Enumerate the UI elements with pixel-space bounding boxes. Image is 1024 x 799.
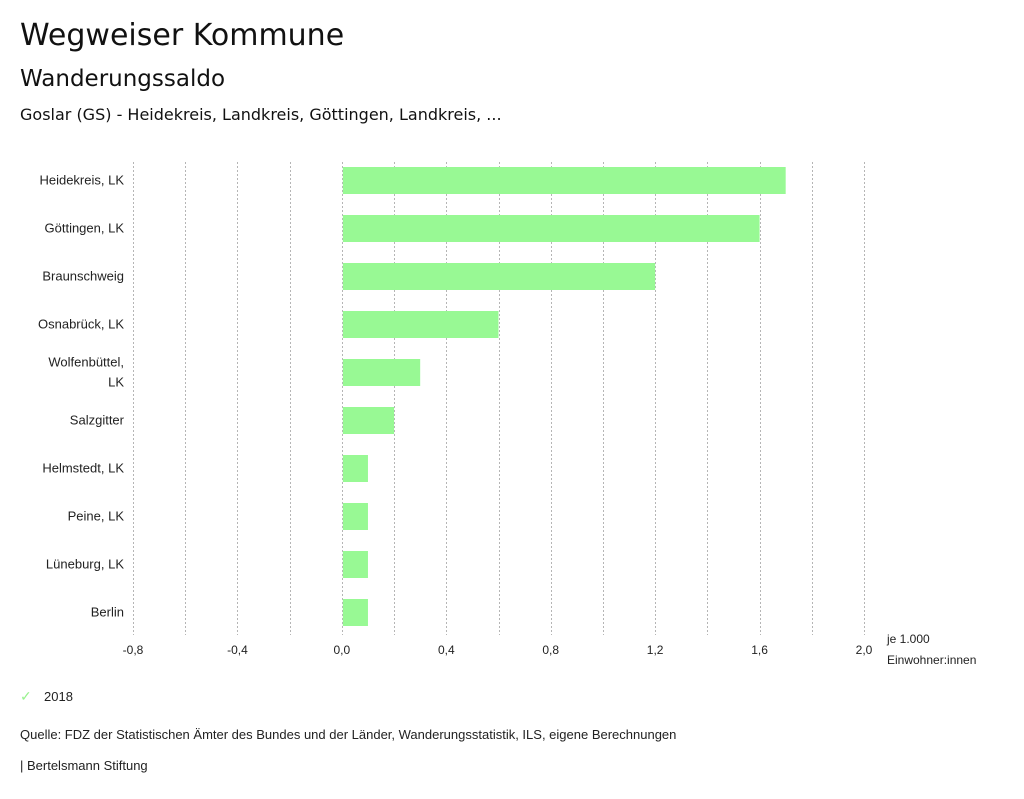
x-axis-unit-line-1: je 1.000 (886, 632, 930, 646)
tick-label: 0,8 (542, 643, 559, 657)
category-label: Berlin (91, 605, 124, 620)
legend-item-label[interactable]: 2018 (44, 689, 73, 704)
bar[interactable] (342, 599, 368, 626)
chart-subtitle: Wanderungssaldo (20, 66, 226, 92)
bar[interactable] (342, 215, 760, 242)
bar[interactable] (342, 167, 786, 194)
bar[interactable] (342, 263, 656, 290)
bar[interactable] (342, 407, 395, 434)
bar[interactable] (342, 311, 499, 338)
check-icon[interactable]: ✓ (20, 688, 32, 704)
tick-label: -0,8 (123, 643, 144, 657)
bars (342, 167, 786, 626)
category-labels: Heidekreis, LK Göttingen, LK Braunschweig O… (38, 173, 125, 620)
selection-summary: Goslar (GS) - Heidekreis, Landkreis, Göt… (20, 105, 502, 124)
bar[interactable] (342, 551, 368, 578)
tick-label: 1,2 (647, 643, 664, 657)
tick-label: 1,6 (751, 643, 768, 657)
category-label: Osnabrück, LK (38, 317, 124, 332)
bar[interactable] (342, 455, 368, 482)
x-axis-unit-line-2: Einwohner:innen (887, 653, 976, 667)
credit-note: | Bertelsmann Stiftung (20, 758, 148, 773)
category-label: Lüneburg, LK (46, 557, 124, 572)
page-title: Wegweiser Kommune (20, 18, 345, 53)
category-label: Braunschweig (42, 269, 124, 284)
category-label: Peine, LK (68, 509, 125, 524)
category-label: Göttingen, LK (45, 221, 125, 236)
category-label: Wolfenbüttel, (48, 355, 124, 370)
category-label: Heidekreis, LK (39, 173, 124, 188)
source-note: Quelle: FDZ der Statistischen Ämter des … (20, 727, 677, 742)
category-label: Helmstedt, LK (42, 461, 124, 476)
tick-label: 0,4 (438, 643, 455, 657)
x-axis-unit: je 1.000 Einwohner:innen (886, 632, 976, 667)
category-label: LK (108, 375, 124, 390)
tick-label: 0,0 (334, 643, 351, 657)
category-label: Salzgitter (70, 413, 125, 428)
grid-lines (133, 162, 865, 635)
bar[interactable] (342, 503, 368, 530)
legend[interactable]: ✓ 2018 (20, 688, 73, 705)
bar-chart: Heidekreis, LK Göttingen, LK Braunschweig O… (38, 162, 976, 667)
tick-label: 2,0 (856, 643, 873, 657)
tick-label: -0,4 (227, 643, 248, 657)
x-axis-ticks: -0,8 -0,4 0,0 0,4 0,8 1,2 1,6 2,0 (123, 643, 873, 657)
bar[interactable] (342, 359, 421, 386)
